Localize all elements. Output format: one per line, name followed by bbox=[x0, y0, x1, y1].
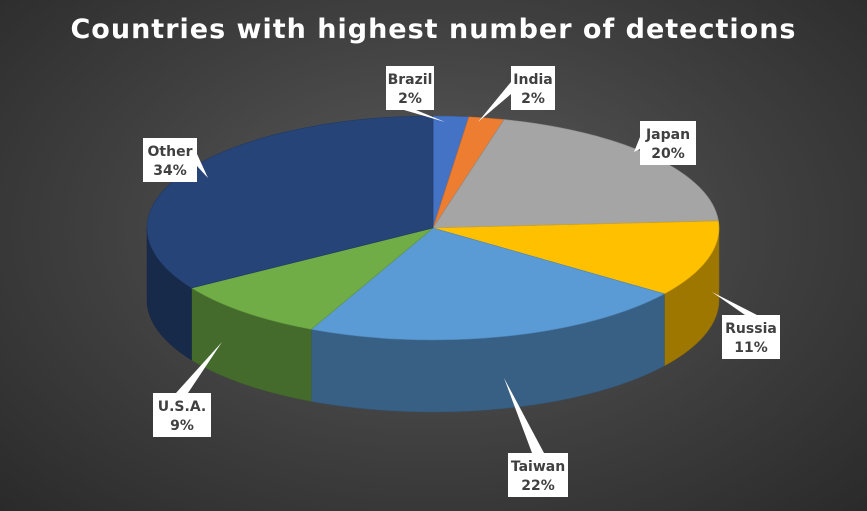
label-value-brazil: 2% bbox=[398, 91, 422, 107]
pie-slice-russia[interactable] bbox=[432, 220, 720, 295]
label-name-other: Other bbox=[148, 144, 193, 160]
pie-slice-u-s-a[interactable] bbox=[190, 227, 434, 330]
label-callout-russia bbox=[712, 292, 757, 315]
label-callout-taiwan bbox=[504, 378, 544, 453]
label-value-japan: 20% bbox=[651, 146, 685, 162]
data-labels: Brazil 2% India 2% Japan 20% Russia 11% Taiwan 22… bbox=[143, 66, 780, 497]
label-callout-japan bbox=[634, 137, 640, 152]
label-name-japan: Japan bbox=[645, 127, 690, 143]
label-name-russia: Russia bbox=[725, 321, 777, 337]
label-callout-other bbox=[197, 154, 208, 178]
label-callout-brazil bbox=[404, 110, 445, 122]
label-value-russia: 11% bbox=[734, 340, 768, 356]
label-box-japan bbox=[640, 121, 696, 165]
label-box-u-s-a bbox=[153, 393, 211, 437]
label-box-russia bbox=[722, 315, 780, 359]
label-value-taiwan: 22% bbox=[521, 478, 555, 494]
label-name-india: India bbox=[513, 72, 552, 88]
label-box-brazil bbox=[386, 66, 434, 110]
label-callout-u-s-a bbox=[176, 342, 222, 393]
label-value-india: 2% bbox=[521, 91, 545, 107]
label-value-other: 34% bbox=[153, 163, 187, 179]
label-box-other bbox=[143, 138, 197, 182]
label-callout-india bbox=[478, 82, 511, 122]
pie-top-faces bbox=[146, 115, 720, 341]
label-box-taiwan bbox=[508, 453, 568, 497]
chart-title: Countries with highest number of detecti… bbox=[70, 14, 797, 45]
pie-side-walls bbox=[146, 227, 720, 413]
label-box-india bbox=[511, 66, 555, 110]
label-name-u-s-a: U.S.A. bbox=[158, 399, 207, 415]
label-value-u-s-a: 9% bbox=[170, 418, 194, 434]
label-name-taiwan: Taiwan bbox=[511, 459, 565, 475]
label-name-brazil: Brazil bbox=[388, 72, 433, 88]
